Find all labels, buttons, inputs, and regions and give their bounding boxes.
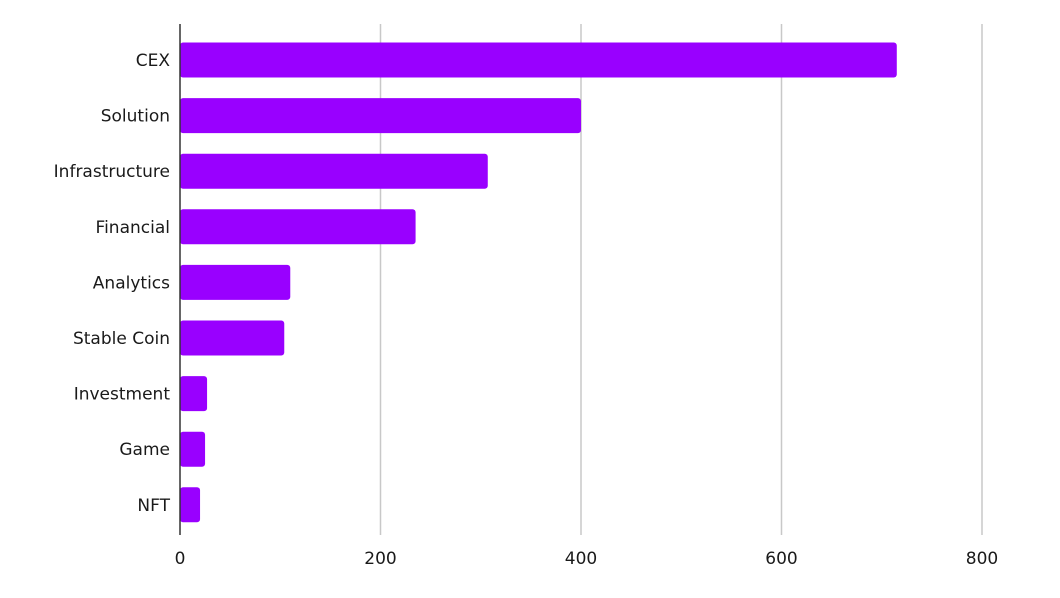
x-tick-label: 800	[966, 549, 998, 569]
bar-solution	[180, 98, 581, 134]
bars	[180, 42, 897, 523]
category-label: CEX	[136, 51, 171, 71]
bar-game	[180, 431, 206, 467]
category-label: Solution	[101, 107, 170, 127]
category-label: Financial	[96, 218, 170, 238]
x-tick-label: 600	[765, 549, 797, 569]
bar-financial	[180, 209, 416, 245]
x-tick-label: 200	[364, 549, 396, 569]
category-labels: CEX Solution Infrastructure Financial Analyt…	[54, 51, 171, 516]
x-tick-label: 400	[565, 549, 597, 569]
category-label: NFT	[137, 496, 170, 516]
category-label: Analytics	[93, 273, 170, 293]
x-tick-labels: 0 200 400 600 800	[175, 549, 999, 569]
category-label: Investment	[74, 385, 171, 405]
x-tick-label: 0	[175, 549, 186, 569]
bar-nft	[180, 487, 201, 523]
bar-cex	[180, 42, 897, 78]
category-label: Infrastructure	[54, 162, 170, 182]
bar-investment	[180, 376, 208, 412]
bar-analytics	[180, 264, 291, 300]
category-label: Game	[119, 440, 170, 460]
category-label: Stable Coin	[73, 329, 170, 349]
bar-infrastructure	[180, 153, 488, 189]
bar-stable-coin	[180, 320, 285, 356]
